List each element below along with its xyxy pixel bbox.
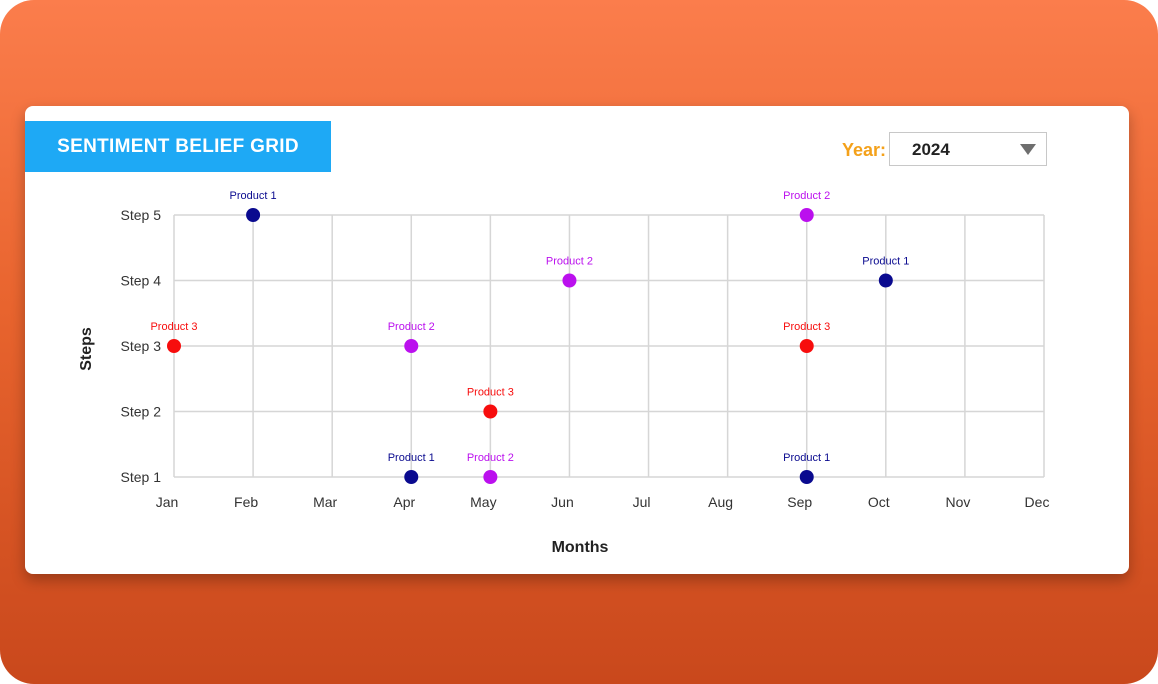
x-tick-label: Oct (868, 494, 890, 510)
year-dropdown[interactable]: 2024 (889, 132, 1047, 166)
data-point (799, 470, 814, 484)
year-label: Year: (842, 140, 887, 160)
data-point (483, 470, 498, 484)
x-tick-label: Jan (156, 494, 179, 510)
title-banner: SENTIMENT BELIEF GRID (25, 121, 331, 172)
data-point-label: Product 1 (783, 452, 830, 464)
x-tick-label: Dec (1025, 494, 1050, 510)
y-tick-label: Step 1 (121, 469, 162, 485)
y-axis-title: Steps (78, 327, 95, 371)
chart-card (25, 106, 1129, 574)
x-tick-label: Mar (313, 494, 337, 510)
data-point (246, 208, 261, 222)
x-tick-label: Nov (945, 494, 970, 510)
data-point-label: Product 3 (150, 321, 197, 333)
x-tick-label: Aug (708, 494, 733, 510)
data-point-label: Product 1 (862, 256, 909, 268)
data-point-label: Product 2 (546, 256, 593, 268)
x-tick-label: Jul (633, 494, 651, 510)
x-tick-label: May (470, 494, 496, 510)
y-tick-label: Step 3 (121, 338, 162, 354)
data-point-label: Product 1 (230, 190, 277, 202)
data-point-label: Product 2 (467, 452, 514, 464)
x-axis-title: Months (552, 539, 609, 556)
x-tick-label: Jun (551, 494, 574, 510)
data-point-label: Product 2 (783, 190, 830, 202)
chevron-down-icon (1020, 144, 1036, 155)
data-point (799, 339, 814, 353)
data-point-label: Product 2 (388, 321, 435, 333)
page-title: SENTIMENT BELIEF GRID (57, 136, 299, 157)
y-tick-label: Step 2 (121, 404, 162, 420)
x-tick-label: Apr (393, 494, 415, 510)
x-tick-label: Feb (234, 494, 258, 510)
data-point (562, 273, 577, 288)
data-point-label: Product 3 (467, 387, 514, 399)
data-point (483, 404, 498, 419)
y-tick-label: Step 5 (121, 207, 162, 223)
data-point (167, 339, 181, 353)
data-point (404, 339, 419, 353)
data-point-label: Product 3 (783, 321, 830, 333)
data-point (799, 208, 814, 222)
data-point-label: Product 1 (388, 452, 435, 464)
year-value: 2024 (912, 140, 950, 159)
data-point (878, 273, 893, 288)
x-tick-label: Sep (787, 494, 812, 510)
y-tick-label: Step 4 (121, 273, 162, 289)
data-point (404, 470, 419, 484)
